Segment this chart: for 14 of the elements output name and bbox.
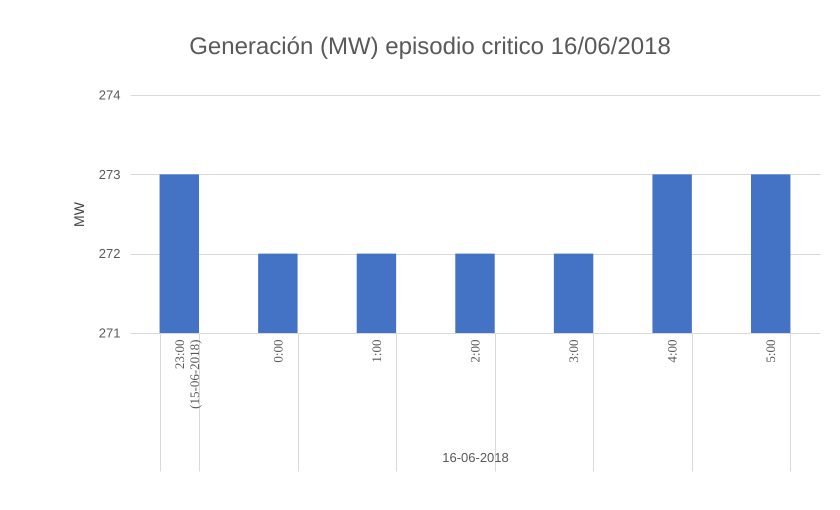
x-tick-label: 4:00 xyxy=(664,340,680,363)
x-tick-label: 23:00 (15-06-2018) xyxy=(172,340,202,409)
x-tick-label: 1:00 xyxy=(368,340,384,363)
chart-title: Generación (MW) episodio critico 16/06/2018 xyxy=(189,33,671,60)
y-tick-label: 271 xyxy=(98,326,120,340)
y-axis-title: MW xyxy=(70,201,87,227)
x-tick-label: 2:00 xyxy=(468,340,482,363)
y-tick-label: 274 xyxy=(98,88,120,102)
x-tick-label: 5:00 xyxy=(763,340,778,363)
x-tick-label: 0:00 xyxy=(270,340,286,363)
y-tick-label: 272 xyxy=(98,246,120,262)
x-tick-label: 3:00 xyxy=(566,340,582,363)
y-tick-label: 273 xyxy=(98,166,120,182)
x-axis-title: 16-06-2018 xyxy=(442,450,509,465)
